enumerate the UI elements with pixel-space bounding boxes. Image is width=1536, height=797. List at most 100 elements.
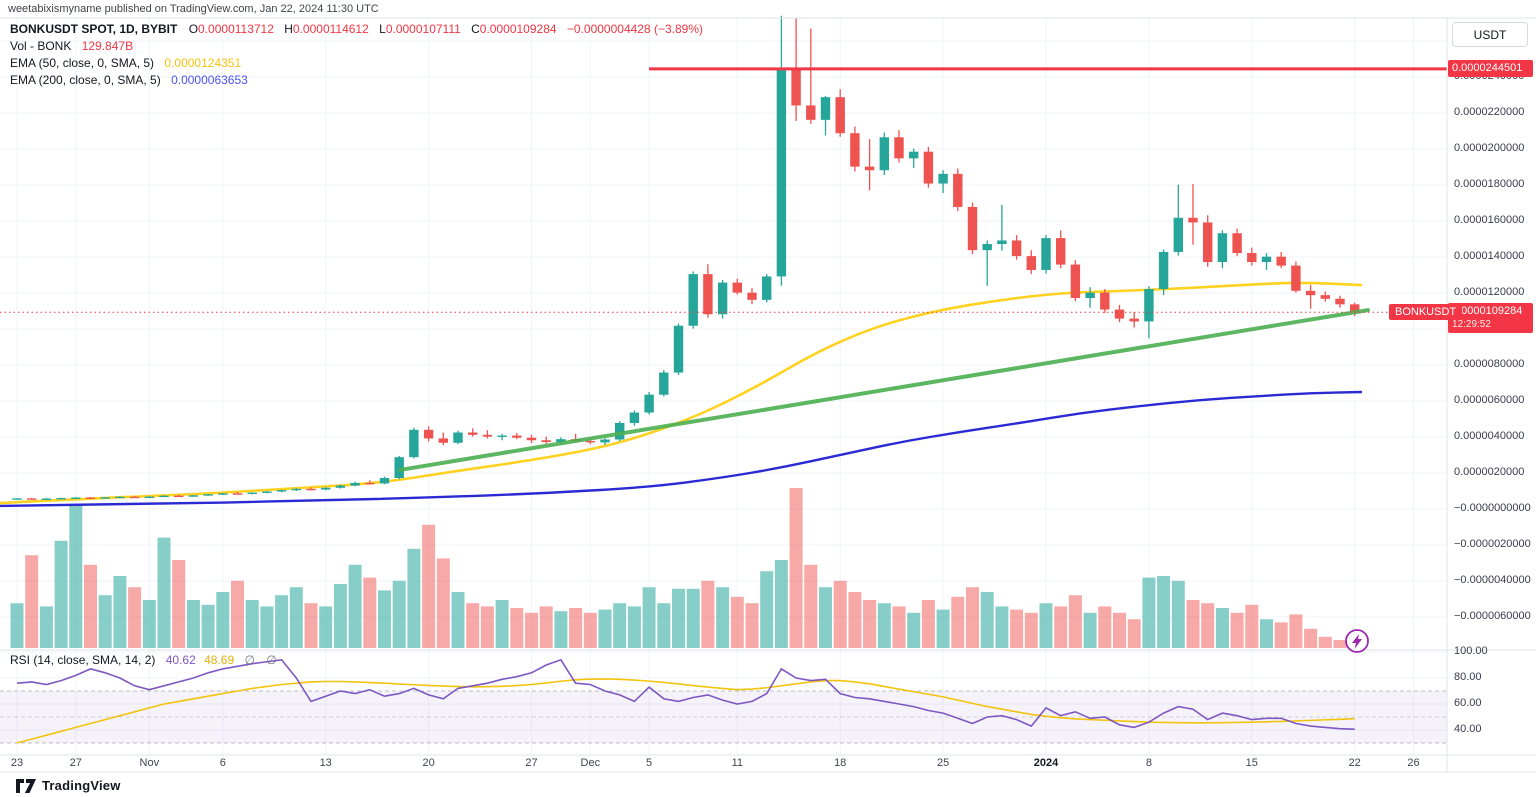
volume-bar: [333, 584, 347, 648]
volume-bar: [1245, 604, 1259, 648]
volume-bar: [157, 537, 171, 648]
candle-up: [218, 493, 228, 495]
volume-bar: [554, 611, 568, 648]
volume-bar: [1171, 580, 1185, 648]
candle-down: [806, 105, 816, 120]
volume-bar: [657, 603, 671, 648]
candle-up: [144, 496, 154, 498]
candle-up: [762, 276, 772, 300]
boost-lightning-icon[interactable]: [1345, 629, 1369, 653]
volume-bar: [804, 564, 818, 648]
candle-down: [1320, 295, 1330, 299]
volume-bar: [451, 592, 465, 648]
rsi-sma-line: [16, 678, 1355, 744]
candle-up: [350, 482, 360, 486]
ohlc-open: O0.0000113712: [188, 22, 274, 36]
legend-ema50-row[interactable]: EMA (50, close, 0, SMA, 5) 0.0000124351: [10, 55, 703, 71]
candle-down: [835, 97, 845, 134]
volume-bar: [186, 600, 200, 648]
symbol-title: BONKUSDT SPOT, 1D, BYBIT: [10, 22, 178, 36]
tradingview-brand-link[interactable]: TradingView: [16, 778, 121, 793]
legend-volume-row[interactable]: Vol - BONK 129.847B: [10, 38, 703, 54]
trendline[interactable]: [398, 308, 1370, 472]
volume-bar: [760, 571, 774, 648]
candle-up: [1217, 233, 1228, 263]
volume-bar: [1127, 619, 1141, 648]
volume-bar: [833, 580, 847, 648]
volume-bar: [1068, 595, 1082, 648]
volume-bar: [1186, 600, 1200, 648]
candle-down: [541, 440, 551, 443]
tradingview-logo-icon: [16, 778, 36, 793]
volume-bar: [25, 555, 39, 648]
candle-down: [468, 432, 478, 435]
legend-symbol-row[interactable]: BONKUSDT SPOT, 1D, BYBIT O0.0000113712 H…: [10, 21, 703, 37]
candle-up: [879, 137, 889, 171]
volume-bar: [1260, 619, 1273, 648]
ema50-line: [0, 281, 1363, 505]
volume-label: Vol - BONK: [10, 39, 72, 53]
candle-up: [629, 412, 640, 423]
candle-up: [600, 439, 610, 443]
legend-ema200-row[interactable]: EMA (200, close, 0, SMA, 5) 0.0000063653: [10, 72, 703, 88]
candle-down: [703, 274, 713, 315]
candle-up: [379, 478, 390, 484]
candle-up: [997, 240, 1007, 245]
rsi-legend-row[interactable]: RSI (14, close, SMA, 14, 2) 40.62 48.69 …: [10, 653, 281, 667]
candle-up: [12, 498, 22, 500]
volume-bar: [774, 560, 788, 648]
candle-down: [953, 173, 963, 207]
candle-down: [1335, 298, 1345, 305]
volume-bar: [1098, 606, 1112, 648]
currency-toggle-button[interactable]: USDT: [1452, 22, 1528, 47]
volume-bar: [583, 612, 597, 648]
volume-bar: [466, 603, 480, 648]
candle-down: [864, 166, 875, 171]
candle-up: [394, 457, 404, 479]
candle-up: [909, 151, 919, 159]
candle-down: [306, 488, 316, 491]
volume-bar: [819, 587, 832, 648]
volume-bar: [1304, 628, 1318, 648]
volume-bar: [201, 604, 215, 648]
volume-bar: [392, 580, 406, 648]
candle-up: [247, 492, 257, 495]
candle-down: [1026, 256, 1036, 270]
ohlc-low: L0.0000107111: [379, 22, 461, 36]
candle-up: [291, 488, 301, 491]
volume-bar: [378, 590, 391, 648]
volume-bar: [627, 606, 641, 648]
candle-up: [335, 485, 346, 488]
candle-up: [659, 372, 669, 395]
volume-value: 129.847B: [81, 39, 134, 53]
ohlc-high: H0.0000114612: [284, 22, 369, 36]
volume-bar: [892, 606, 906, 648]
candle-up: [820, 97, 831, 120]
candle-up: [115, 496, 125, 499]
candle-up: [615, 422, 625, 440]
volume-bar: [1274, 622, 1288, 648]
candle-down: [365, 482, 375, 485]
candle-down: [1011, 240, 1022, 257]
volume-bar: [436, 558, 450, 648]
ema200-line: [0, 390, 1363, 508]
volume-bar: [980, 592, 994, 648]
symbol-price-tag: BONKUSDT: [1389, 304, 1463, 321]
candle-down: [1291, 265, 1301, 291]
candle-down: [1129, 318, 1139, 322]
candle-up: [556, 439, 566, 443]
volume-bar: [54, 540, 68, 648]
candle-up: [262, 491, 272, 493]
candle-down: [85, 497, 96, 499]
ath-price-axis-label: 0.0000244501: [1448, 59, 1533, 77]
volume-bar: [172, 560, 186, 648]
volume-bar: [686, 588, 700, 648]
candle-up: [71, 497, 81, 499]
volume-bar: [642, 587, 656, 648]
candle-down: [1114, 309, 1125, 319]
volume-bar: [422, 524, 436, 648]
candle-down: [967, 206, 978, 251]
volume-bar: [569, 608, 583, 648]
